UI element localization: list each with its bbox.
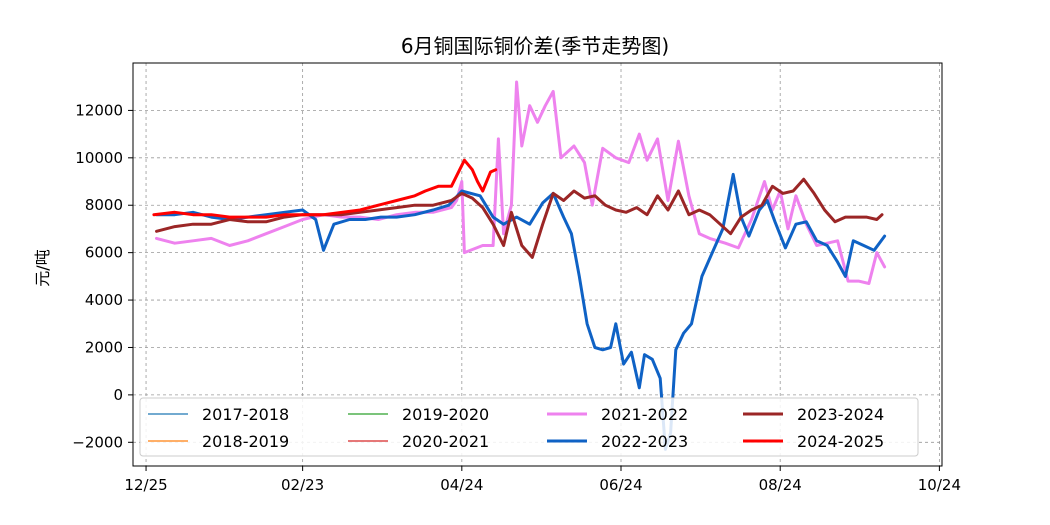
legend-label: 2024-2025	[797, 432, 884, 451]
legend-label: 2023-2024	[797, 405, 884, 424]
y-tick-label: 8000	[85, 196, 123, 214]
x-tick-label: 04/24	[440, 476, 483, 494]
legend-label: 2021-2022	[601, 405, 688, 424]
legend-label: 2017-2018	[202, 405, 289, 424]
series-line-2024-2025	[152, 158, 498, 219]
y-tick-label: 12000	[75, 101, 123, 119]
legend: 2017-2018 2018-2019 2019-2020 2020-2021 2021…	[139, 397, 919, 457]
legend-label: 2020-2021	[402, 432, 489, 451]
plot-area: 12/25 02/23 04/24 06/24 08/24 10/24 −2000 0 2000…	[72, 62, 961, 494]
y-tick-label: 6000	[85, 244, 123, 262]
chart-title: 6月铜国际铜价差(季节走势图)	[401, 34, 669, 58]
series-group	[152, 80, 887, 451]
series-line-2021-2022	[155, 80, 887, 285]
y-tick-label: 10000	[75, 149, 123, 167]
x-tick-label: 10/24	[918, 476, 961, 494]
x-tick-label: 06/24	[599, 476, 642, 494]
series-line-2023-2024	[155, 177, 884, 259]
x-tick-label: 02/23	[281, 476, 324, 494]
series-line-2022-2023	[155, 172, 887, 451]
legend-box	[139, 397, 919, 457]
legend-label: 2019-2020	[402, 405, 489, 424]
y-tick-label: 2000	[85, 338, 123, 356]
y-axis-label: 元/吨	[33, 249, 52, 286]
plot-frame	[132, 62, 943, 467]
legend-label: 2018-2019	[202, 432, 289, 451]
y-tick-label: 0	[113, 386, 123, 404]
y-tick-label: −2000	[72, 433, 123, 451]
y-tick-label: 4000	[85, 291, 123, 309]
x-tick-label: 08/24	[759, 476, 802, 494]
x-tick-label: 12/25	[124, 476, 167, 494]
legend-label: 2022-2023	[601, 432, 688, 451]
